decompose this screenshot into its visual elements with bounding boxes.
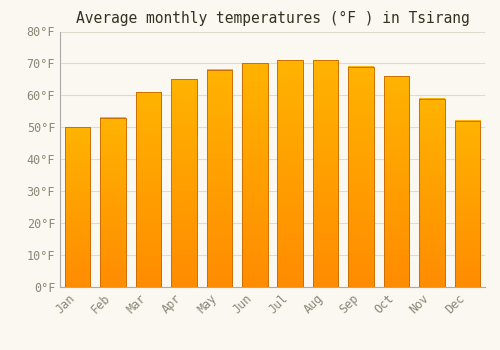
Bar xyxy=(419,99,444,287)
Bar xyxy=(454,121,480,287)
Bar xyxy=(206,70,232,287)
Bar xyxy=(313,60,338,287)
Bar xyxy=(100,118,126,287)
Bar xyxy=(171,79,196,287)
Bar xyxy=(348,66,374,287)
Bar xyxy=(278,60,303,287)
Bar xyxy=(65,127,90,287)
Bar xyxy=(242,63,268,287)
Bar xyxy=(384,76,409,287)
Title: Average monthly temperatures (°F ) in Tsirang: Average monthly temperatures (°F ) in Ts… xyxy=(76,11,469,26)
Bar xyxy=(136,92,162,287)
